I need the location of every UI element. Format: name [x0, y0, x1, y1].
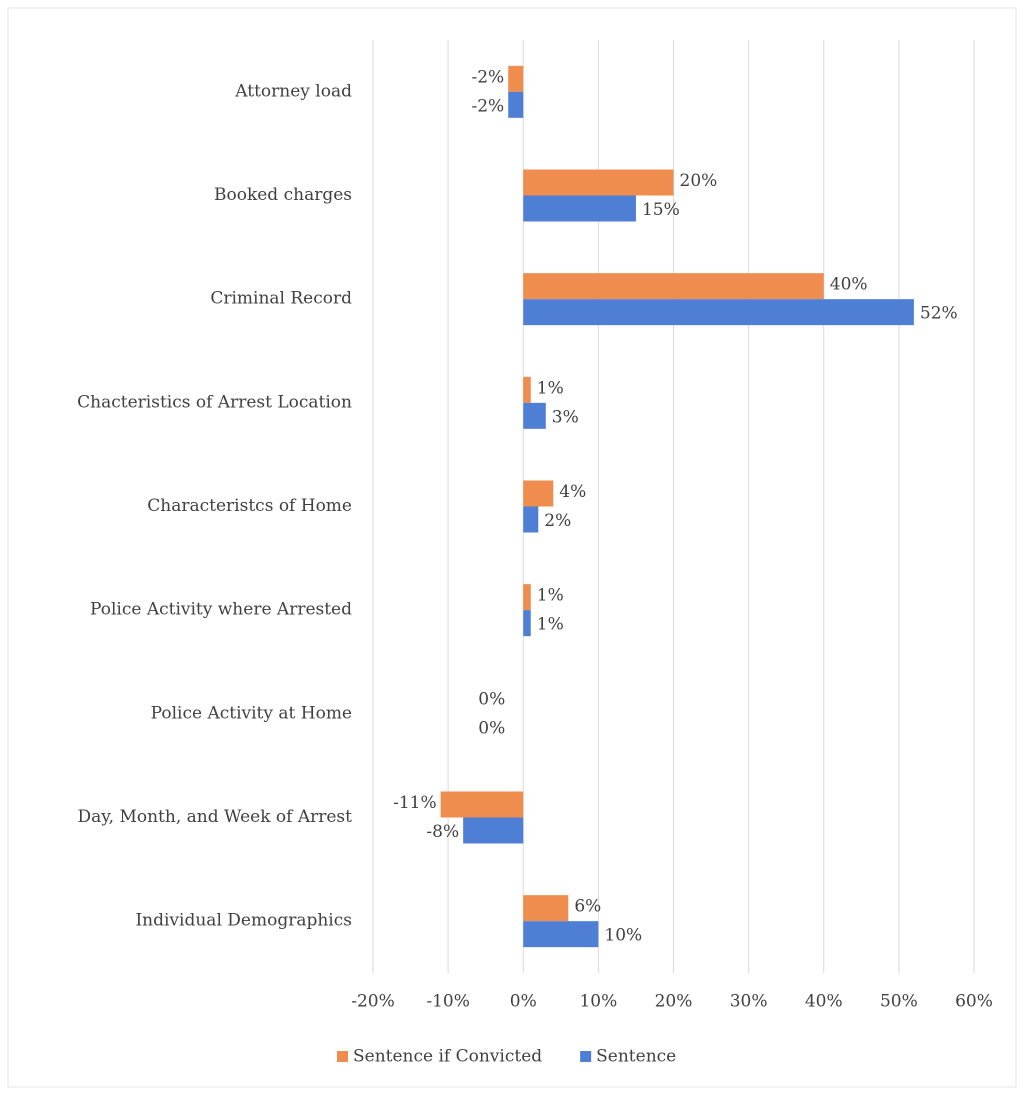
y-tick-label: Chacteristics of Arrest Location [77, 392, 352, 412]
y-tick-label: Characteristcs of Home [147, 496, 352, 516]
bar [508, 65, 524, 92]
bar [523, 299, 914, 326]
x-tick-label: 10% [579, 992, 617, 1012]
bar [463, 817, 524, 844]
data-label: -2% [472, 96, 505, 116]
data-label: 2% [544, 511, 571, 531]
data-label: 0% [478, 689, 505, 709]
bar [508, 91, 524, 118]
data-label: 6% [574, 897, 601, 917]
bar [523, 480, 554, 507]
legend-swatch [580, 1051, 592, 1062]
y-tick-label: Day, Month, and Week of Arrest [78, 807, 353, 827]
data-label: 15% [642, 200, 680, 220]
bar [523, 895, 569, 922]
bar [523, 195, 636, 222]
data-label: 1% [537, 615, 564, 635]
y-tick-label: Criminal Record [210, 289, 352, 309]
data-label: -8% [426, 822, 459, 842]
x-tick-label: 0% [510, 992, 537, 1012]
data-label: 40% [830, 275, 868, 295]
bar [523, 402, 546, 429]
bar [523, 921, 599, 948]
x-tick-label: -20% [351, 992, 395, 1012]
x-tick-label: 20% [655, 992, 693, 1012]
bar [523, 584, 531, 611]
data-label: 4% [559, 482, 586, 502]
x-tick-label: -10% [426, 992, 470, 1012]
x-tick-label: 60% [955, 992, 993, 1012]
x-tick-label: 30% [730, 992, 768, 1012]
data-label: -11% [393, 793, 437, 813]
bar [440, 791, 524, 818]
x-tick-label: 40% [805, 992, 843, 1012]
data-label: 52% [920, 304, 958, 324]
bar [523, 506, 539, 533]
data-label: 1% [537, 378, 564, 398]
chart-frame [7, 7, 1017, 1088]
y-tick-label: Booked charges [214, 185, 352, 205]
bar [523, 169, 674, 196]
data-label: 10% [604, 926, 642, 946]
data-label: 0% [478, 718, 505, 738]
y-tick-label: Attorney load [234, 81, 352, 101]
data-label: 3% [552, 407, 579, 427]
y-tick-label: Police Activity at Home [151, 703, 352, 723]
bar [523, 273, 824, 300]
y-tick-label: Individual Demographics [135, 911, 352, 931]
data-label: 20% [680, 171, 718, 191]
bar [523, 376, 531, 403]
x-tick-label: 50% [880, 992, 918, 1012]
data-label: -2% [472, 67, 505, 87]
y-tick-label: Police Activity where Arrested [90, 600, 352, 620]
data-label: 1% [537, 586, 564, 606]
bar [523, 610, 531, 637]
legend-label: Sentence if Convicted [353, 1047, 542, 1067]
legend-swatch [337, 1051, 348, 1062]
legend-label: Sentence [596, 1047, 676, 1067]
